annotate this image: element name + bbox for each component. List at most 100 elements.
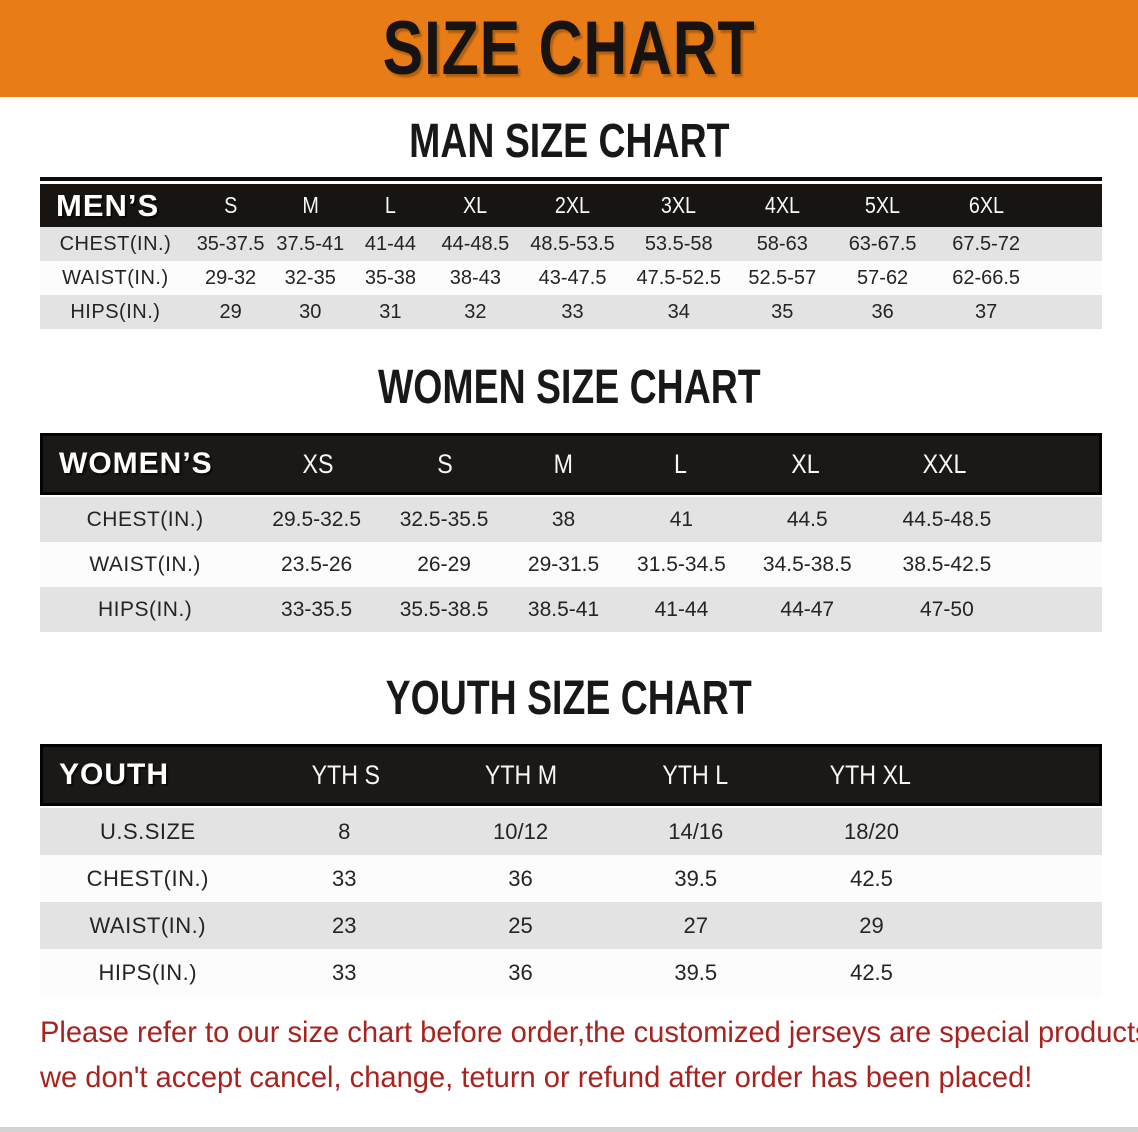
size-column-header: 3XL bbox=[661, 192, 697, 218]
data-cell: 47-50 bbox=[920, 597, 974, 621]
data-cell: 29 bbox=[859, 912, 884, 938]
data-cell: 44.5-48.5 bbox=[902, 507, 992, 531]
data-cell: 48.5-53.5 bbox=[530, 232, 615, 255]
youth-heading-text: YOUTH SIZE CHART bbox=[385, 672, 753, 725]
data-cell: 38.5-41 bbox=[527, 597, 600, 621]
data-cell: 34.5-38.5 bbox=[762, 552, 852, 576]
disclaimer-line-2: we don't accept cancel, change, teturn o… bbox=[40, 1061, 1033, 1094]
size-column-header: YTH L bbox=[662, 759, 728, 790]
row-label: CHEST(IN.) bbox=[86, 865, 209, 891]
data-cell: 33 bbox=[332, 959, 357, 985]
data-cell: 35-37.5 bbox=[196, 232, 265, 255]
data-cell: 47.5-52.5 bbox=[636, 266, 721, 289]
mens-size-table: MEN’S S M L XL 2XL 3XL 4XL 5XL 6XL CHEST(IN.) 35-3… bbox=[40, 177, 1102, 329]
size-column-header: XS bbox=[302, 448, 334, 479]
womens-table-header-row: WOMEN’S XS S M L XL XXL bbox=[40, 433, 1102, 495]
table-row: CHEST(IN.) 35-37.5 37.5-41 41-44 44-48.5 48.5… bbox=[40, 227, 1102, 261]
men-heading-text: MAN SIZE CHART bbox=[408, 115, 730, 168]
data-cell: 14/16 bbox=[668, 818, 724, 844]
data-cell: 39.5 bbox=[674, 959, 718, 985]
data-cell: 41 bbox=[669, 507, 694, 531]
table-row: U.S.SIZE 8 10/12 14/16 18/20 bbox=[40, 808, 1102, 855]
row-label: WAIST(IN.) bbox=[89, 912, 207, 938]
data-cell: 37 bbox=[975, 300, 998, 323]
youth-table-header-row: YOUTH YTH S YTH M YTH L YTH XL bbox=[40, 744, 1102, 806]
size-column-header: M bbox=[553, 448, 574, 479]
data-cell: 32.5-35.5 bbox=[399, 507, 489, 531]
data-cell: 29-32 bbox=[205, 266, 257, 289]
data-cell: 23 bbox=[332, 912, 357, 938]
size-column-header: 4XL bbox=[764, 192, 800, 218]
size-column-header: YTH XL bbox=[829, 759, 911, 790]
data-cell: 25 bbox=[508, 912, 533, 938]
data-cell: 32-35 bbox=[284, 266, 336, 289]
size-column-header: XL bbox=[791, 448, 821, 479]
data-cell: 10/12 bbox=[493, 818, 549, 844]
table-row: CHEST(IN.) 29.5-32.5 32.5-35.5 38 41 44.5 44.5… bbox=[40, 497, 1102, 542]
data-cell: 57-62 bbox=[857, 266, 909, 289]
row-label: CHEST(IN.) bbox=[59, 232, 172, 255]
row-label: CHEST(IN.) bbox=[86, 507, 204, 531]
table-header-label: YOUTH bbox=[59, 758, 169, 791]
data-cell: 44-47 bbox=[780, 597, 835, 621]
data-cell: 38 bbox=[551, 507, 576, 531]
size-column-header: M bbox=[302, 192, 319, 218]
table-row: HIPS(IN.) 29 30 31 32 33 34 35 36 37 bbox=[40, 295, 1102, 329]
size-column-header: L bbox=[674, 448, 688, 479]
table-row: WAIST(IN.) 29-32 32-35 35-38 38-43 43-47.5 47.… bbox=[40, 261, 1102, 295]
data-cell: 30 bbox=[299, 300, 322, 323]
data-cell: 36 bbox=[508, 959, 533, 985]
table-row: HIPS(IN.) 33 36 39.5 42.5 bbox=[40, 949, 1102, 996]
row-label: WAIST(IN.) bbox=[89, 552, 201, 576]
size-column-header: XXL bbox=[922, 448, 967, 479]
data-cell: 44.5 bbox=[786, 507, 828, 531]
table-header-label: MEN’S bbox=[56, 187, 160, 223]
disclaimer-note: Please refer to our size chart before or… bbox=[40, 1010, 1138, 1100]
size-column-header: XL bbox=[463, 192, 488, 218]
data-cell: 34 bbox=[667, 300, 690, 323]
data-cell: 37.5-41 bbox=[276, 232, 345, 255]
data-cell: 41-44 bbox=[654, 597, 709, 621]
disclaimer-line-1: Please refer to our size chart before or… bbox=[40, 1016, 1138, 1049]
data-cell: 44-48.5 bbox=[441, 232, 510, 255]
data-cell: 39.5 bbox=[674, 865, 718, 891]
data-cell: 67.5-72 bbox=[952, 232, 1021, 255]
row-label: U.S.SIZE bbox=[99, 818, 196, 844]
data-cell: 43-47.5 bbox=[538, 266, 607, 289]
row-label: WAIST(IN.) bbox=[62, 266, 169, 289]
youth-section-heading: YOUTH SIZE CHART bbox=[0, 672, 1138, 726]
data-cell: 35 bbox=[771, 300, 794, 323]
bottom-edge-rule bbox=[0, 1127, 1138, 1132]
data-cell: 35.5-38.5 bbox=[399, 597, 489, 621]
row-label: HIPS(IN.) bbox=[70, 300, 161, 323]
table-row: CHEST(IN.) 33 36 39.5 42.5 bbox=[40, 855, 1102, 902]
data-cell: 27 bbox=[683, 912, 708, 938]
table-top-rule bbox=[40, 177, 1102, 181]
data-cell: 41-44 bbox=[364, 232, 416, 255]
table-row: WAIST(IN.) 23 25 27 29 bbox=[40, 902, 1102, 949]
data-cell: 38-43 bbox=[449, 266, 501, 289]
data-cell: 31.5-34.5 bbox=[637, 552, 726, 576]
table-row: HIPS(IN.) 33-35.5 35.5-38.5 38.5-41 41-44 44-… bbox=[40, 587, 1102, 632]
data-cell: 42.5 bbox=[850, 959, 893, 985]
data-cell: 33 bbox=[332, 865, 357, 891]
data-cell: 31 bbox=[379, 300, 402, 323]
page-title: SIZE CHART bbox=[382, 6, 756, 91]
title-banner: SIZE CHART bbox=[0, 0, 1138, 97]
mens-table-header-row: MEN’S S M L XL 2XL 3XL 4XL 5XL 6XL bbox=[40, 184, 1102, 227]
table-row: WAIST(IN.) 23.5-26 26-29 29-31.5 31.5-34.5 34… bbox=[40, 542, 1102, 587]
data-cell: 63-67.5 bbox=[848, 232, 917, 255]
size-column-header: 6XL bbox=[968, 192, 1004, 218]
data-cell: 52.5-57 bbox=[748, 266, 817, 289]
data-cell: 53.5-58 bbox=[644, 232, 713, 255]
men-section-heading: MAN SIZE CHART bbox=[0, 115, 1138, 169]
size-column-header: YTH M bbox=[484, 759, 557, 790]
table-header-label: WOMEN’S bbox=[59, 447, 213, 480]
data-cell: 42.5 bbox=[850, 865, 893, 891]
row-label: HIPS(IN.) bbox=[97, 597, 193, 621]
data-cell: 33 bbox=[561, 300, 584, 323]
size-column-header: S bbox=[224, 192, 238, 218]
data-cell: 36 bbox=[871, 300, 894, 323]
size-column-header: S bbox=[437, 448, 453, 479]
data-cell: 33-35.5 bbox=[281, 597, 353, 621]
